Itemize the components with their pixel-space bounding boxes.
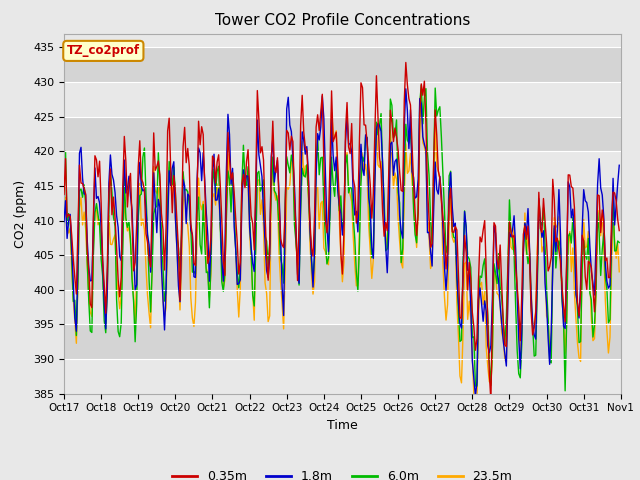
Bar	[64, 48, 621, 82]
Title: Tower CO2 Profile Concentrations: Tower CO2 Profile Concentrations	[214, 13, 470, 28]
Y-axis label: CO2 (ppm): CO2 (ppm)	[15, 180, 28, 248]
Text: TZ_co2prof: TZ_co2prof	[67, 44, 140, 58]
X-axis label: Time: Time	[327, 419, 358, 432]
Bar	[64, 186, 621, 220]
Bar	[64, 117, 621, 151]
Bar	[64, 324, 621, 359]
Bar	[64, 255, 621, 290]
Legend: 0.35m, 1.8m, 6.0m, 23.5m: 0.35m, 1.8m, 6.0m, 23.5m	[167, 465, 518, 480]
